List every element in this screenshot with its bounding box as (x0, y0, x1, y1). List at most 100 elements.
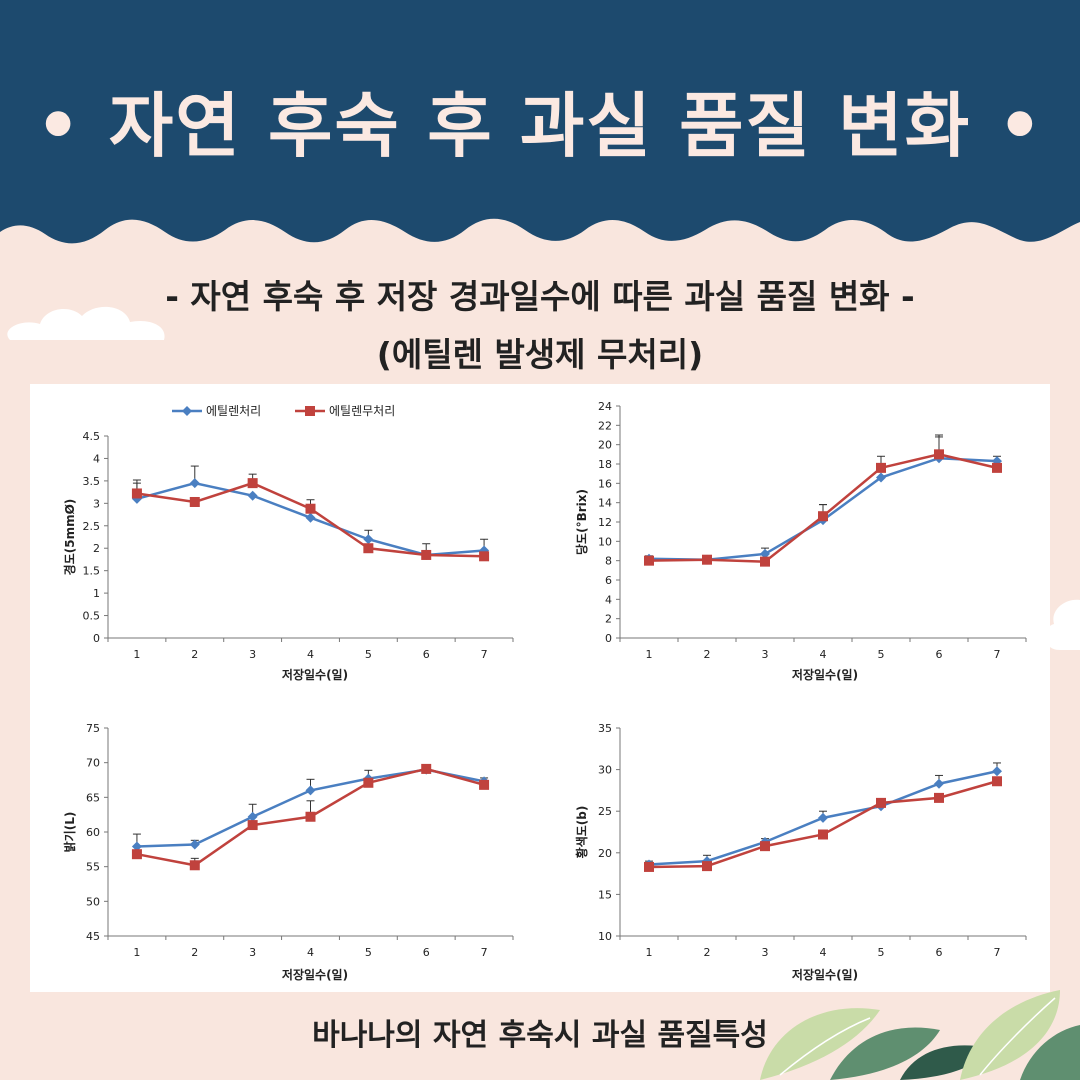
y-tick-label: 6 (605, 574, 612, 587)
data-point-square (479, 551, 490, 562)
x-tick-label: 6 (936, 946, 943, 959)
figure-caption: 바나나의 자연 후숙시 과실 품질특성 (312, 1018, 768, 1053)
y-tick-label: 35 (598, 722, 612, 735)
x-tick-label: 3 (762, 648, 769, 661)
x-tick-label: 2 (704, 946, 711, 959)
cloud-decoration (7, 306, 165, 340)
x-tick-label: 7 (994, 648, 1001, 661)
data-point-square (189, 496, 200, 507)
y-tick-label: 55 (86, 861, 100, 874)
data-point-square (131, 488, 142, 499)
y-axis-label: 경도(5mmØ) (63, 499, 77, 576)
x-tick-label: 2 (191, 946, 198, 959)
data-point-square (131, 849, 142, 860)
data-point-square (876, 462, 886, 473)
x-tick-label: 5 (365, 648, 372, 661)
y-tick-label: 10 (598, 930, 612, 943)
y-tick-label: 4 (93, 452, 100, 465)
x-tick-label: 5 (878, 946, 885, 959)
y-tick-label: 3.5 (83, 475, 101, 488)
y-tick-label: 75 (86, 722, 100, 735)
data-point-square (247, 820, 258, 831)
y-tick-label: 12 (598, 516, 612, 529)
data-point-square (421, 549, 432, 560)
x-tick-label: 6 (423, 648, 430, 661)
legend-label: 에틸렌무처리 (329, 404, 395, 418)
data-point-square (934, 449, 944, 460)
x-tick-label: 1 (133, 648, 140, 661)
x-tick-label: 3 (249, 946, 256, 959)
y-tick-label: 4.5 (83, 430, 101, 443)
data-point-square (644, 555, 654, 566)
x-tick-label: 7 (481, 648, 488, 661)
subtitle: - 자연 후숙 후 저장 경과일수에 따른 과실 품질 변화 - (165, 277, 915, 316)
data-point-diamond (189, 478, 200, 489)
data-point-diamond (131, 841, 142, 852)
data-point-square (992, 462, 1002, 473)
x-tick-label: 1 (133, 946, 140, 959)
x-tick-label: 1 (646, 648, 653, 661)
y-tick-label: 30 (598, 764, 612, 777)
data-point-square (992, 776, 1002, 787)
chart-1: 0 0.5 1 1.5 2 2.5 3 3.5 4 4.5 1 2 3 4 5 6 7 저장일수(일) 경도(5mm… (63, 404, 514, 682)
data-point-square (818, 511, 828, 522)
y-tick-label: 14 (598, 497, 612, 510)
subtitle-condition: (에틸렌 발생제 무처리) (376, 335, 704, 374)
data-point-square (760, 556, 770, 567)
x-tick-label: 7 (994, 946, 1001, 959)
x-tick-label: 2 (704, 648, 711, 661)
data-point-square (479, 779, 490, 790)
y-axis-label: 밝기(L) (62, 812, 77, 853)
y-tick-label: 2 (93, 542, 100, 555)
charts-svg: 00.511.522.533.544.51 2 3 4 5 6 7저장일수(일)경도(5mm… (62, 400, 1027, 982)
data-point-square (247, 478, 258, 489)
x-tick-label: 1 (646, 946, 653, 959)
y-tick-label: 1.5 (83, 565, 101, 578)
x-axis-label: 저장일수(일) (282, 667, 348, 682)
y-axis-label: 황색도(b) (574, 806, 589, 859)
data-point-square (305, 811, 316, 822)
x-axis-label: 저장일수(일) (282, 967, 348, 982)
y-tick-label: 0 (93, 632, 100, 645)
data-point-square (876, 797, 886, 808)
data-point-diamond (189, 839, 200, 850)
y-tick-label: 2 (605, 613, 612, 626)
data-point-diamond (992, 766, 1002, 777)
data-point-diamond (934, 778, 944, 789)
data-point-diamond (992, 456, 1002, 467)
y-tick-label: 10 (598, 535, 612, 548)
y-axis-label: 당도(°Brix) (574, 489, 589, 555)
y-tick-label: 1 (93, 587, 100, 600)
y-tick-label: 24 (598, 400, 612, 413)
y-tick-label: 50 (86, 895, 100, 908)
y-tick-label: 20 (598, 847, 612, 860)
data-point-square (702, 861, 712, 872)
data-point-diamond (305, 512, 316, 523)
y-tick-label: 22 (598, 419, 612, 432)
y-tick-label: 60 (86, 826, 100, 839)
legend: 에틸렌처리 에틸렌무처리 (172, 404, 395, 418)
x-tick-label: 2 (191, 648, 198, 661)
data-point-diamond (760, 548, 770, 559)
y-tick-label: 0 (605, 632, 612, 645)
legend-marker (305, 406, 315, 416)
x-axis-label: 저장일수(일) (792, 667, 858, 682)
chart-4: 10 15 20 25 30 35 1 2 3 4 5 6 7 저장일수(일) 황색도(b) (574, 722, 1027, 982)
data-point-square (818, 829, 828, 840)
x-tick-label: 5 (365, 946, 372, 959)
y-tick-label: 2.5 (83, 520, 101, 533)
y-tick-label: 25 (598, 805, 612, 818)
x-tick-label: 4 (820, 946, 827, 959)
cloud-decoration (1044, 599, 1080, 650)
data-point-square (934, 792, 944, 803)
series-line-2 (648, 780, 998, 869)
x-tick-label: 7 (481, 946, 488, 959)
x-tick-label: 6 (423, 946, 430, 959)
data-point-diamond (876, 472, 886, 483)
data-point-square (644, 861, 654, 872)
data-point-square (363, 543, 374, 554)
y-tick-label: 3 (93, 497, 100, 510)
y-tick-label: 20 (598, 439, 612, 452)
